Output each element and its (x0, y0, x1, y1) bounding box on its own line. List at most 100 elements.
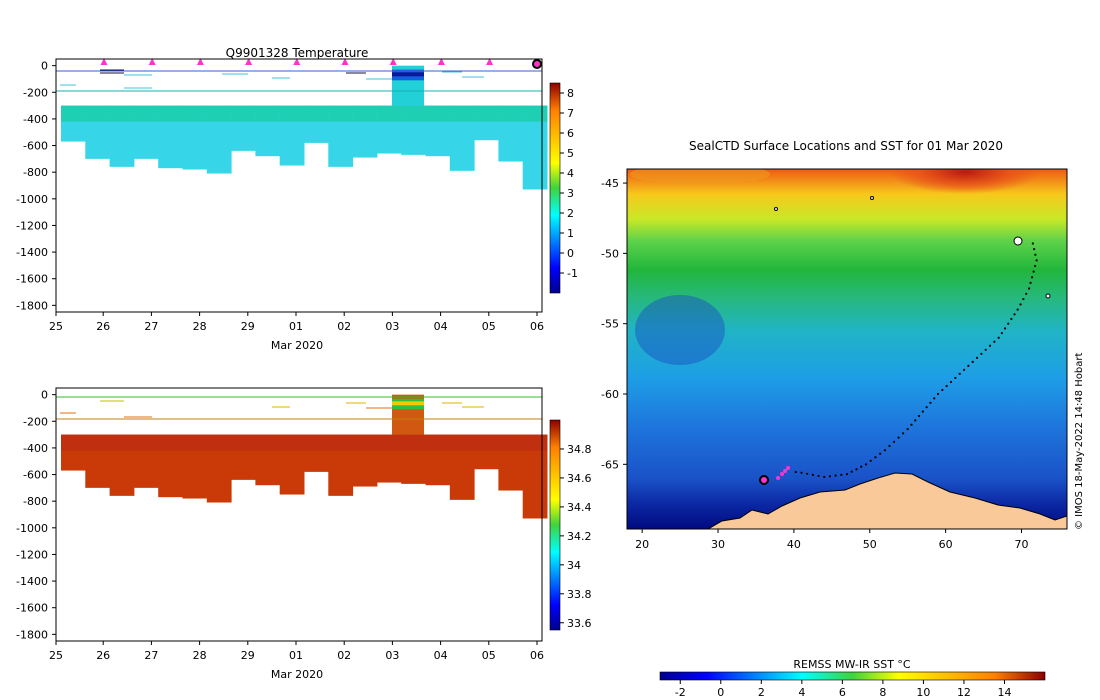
section-cell (328, 105, 354, 122)
track-point (806, 472, 809, 475)
y-tick-label: -1400 (16, 246, 48, 259)
x-tick-label: 03 (385, 320, 399, 333)
antarctic-land (706, 472, 1067, 529)
track-point (879, 452, 882, 455)
track-point (971, 360, 974, 363)
x-tick-label: 06 (530, 649, 544, 662)
track-point (897, 436, 900, 439)
seal-track (794, 242, 1038, 479)
track-point (1031, 276, 1034, 279)
x-tick-label: 40 (787, 538, 801, 551)
sst-colorbar: REMSS MW-IR SST °C -2 0 2 4 6 8 10 12 14 (659, 658, 1046, 699)
y-tick-label: 0 (41, 389, 48, 402)
sst-colorbar-gradient (659, 671, 1046, 681)
track-point (1034, 264, 1037, 268)
section-cell (133, 434, 159, 451)
y-tick-label: -1400 (16, 575, 48, 588)
section-cell (401, 434, 426, 451)
colorbar-tick-label: 34.6 (567, 472, 592, 485)
map-frame (626, 168, 1068, 530)
track-point (828, 475, 832, 478)
x-tick-label: 26 (96, 649, 110, 662)
x-tick-label: 25 (49, 320, 63, 333)
temperature-colorbar: -1 0 1 2 3 4 5 6 7 8 (549, 82, 578, 294)
temperature-colorbar-gradient (549, 82, 561, 294)
profile-marker (148, 58, 156, 65)
track-point (1000, 331, 1003, 335)
section-cell (392, 401, 424, 406)
track-point (933, 397, 936, 400)
track-point (984, 348, 987, 351)
current-profile-marker (532, 59, 542, 69)
y-tick-label: -400 (23, 113, 48, 126)
colorbar-tick-label: 8 (879, 686, 886, 699)
x-tick-label: 03 (385, 649, 399, 662)
section-cell (376, 434, 402, 451)
x-tick-label: 70 (1014, 538, 1028, 551)
track-point (980, 352, 983, 355)
track-point (993, 340, 996, 343)
salinity-frame (55, 387, 543, 642)
islands (774, 196, 1051, 299)
salinity-cells (61, 394, 548, 519)
track-point (845, 473, 849, 476)
recent-position (786, 466, 790, 470)
colorbar-tick-label: 33.8 (567, 588, 592, 601)
y-tick-label: -1000 (16, 193, 48, 206)
track-point (1016, 308, 1019, 311)
section-cell (449, 105, 475, 122)
map-plot-area (627, 169, 1067, 529)
track-point (1022, 297, 1025, 301)
x-tick-label: 06 (530, 320, 544, 333)
profile-marker (196, 58, 204, 65)
recent-position (780, 472, 784, 476)
section-cell (425, 105, 451, 122)
track-point (1019, 303, 1022, 306)
y-tick-label: -55 (601, 318, 619, 331)
y-tick-label: -50 (601, 247, 619, 260)
track-point (921, 410, 924, 413)
temperature-frame (55, 58, 543, 313)
salinity-xlabel: Mar 2020 (271, 668, 323, 681)
track-point (1033, 248, 1036, 251)
colorbar-tick-label: 2 (567, 207, 574, 220)
salinity-colorbar-gradient (549, 419, 561, 631)
heard-island (1045, 293, 1051, 299)
salinity-section-chart: 0 -200 -400 -600 -800 -1000 -1200 -1400 -1600 -18… (16, 387, 592, 681)
x-tick-label: 27 (144, 320, 158, 333)
section-cell (425, 434, 451, 451)
salinity-plot-area (55, 387, 548, 642)
colorbar-tick-label: 4 (798, 686, 805, 699)
profile-marker (437, 58, 445, 65)
track-point (967, 364, 970, 367)
track-point (997, 336, 1000, 339)
track-point (1013, 313, 1016, 316)
section-cell (304, 105, 329, 122)
y-tick-label: -1000 (16, 522, 48, 535)
track-point (962, 368, 966, 371)
recent-position (783, 469, 787, 473)
warm-water-core (890, 169, 1040, 194)
x-tick-label: 28 (193, 320, 207, 333)
section-cell (498, 434, 524, 451)
section-cell (474, 105, 499, 122)
colorbar-tick-label: 6 (839, 686, 846, 699)
section-cell (392, 72, 424, 77)
section-cell (328, 434, 354, 451)
recent-position (776, 476, 780, 480)
y-tick-label: -800 (23, 495, 48, 508)
track-point (917, 414, 921, 418)
section-cell (498, 105, 524, 122)
track-point (794, 470, 797, 474)
x-tick-label: 29 (241, 649, 255, 662)
x-tick-label: 01 (289, 649, 303, 662)
x-tick-label: 05 (482, 649, 496, 662)
salinity-surface-lines (56, 396, 542, 420)
track-point (834, 474, 837, 477)
y-tick-label: -60 (601, 388, 619, 401)
current-location-marker (759, 475, 769, 485)
section-cell (182, 105, 208, 122)
colorbar-tick-label: 3 (567, 187, 574, 200)
colorbar-tick-label: 6 (567, 127, 574, 140)
sst-colorbar-ticks: -2 0 2 4 6 8 10 12 14 (675, 680, 1011, 699)
